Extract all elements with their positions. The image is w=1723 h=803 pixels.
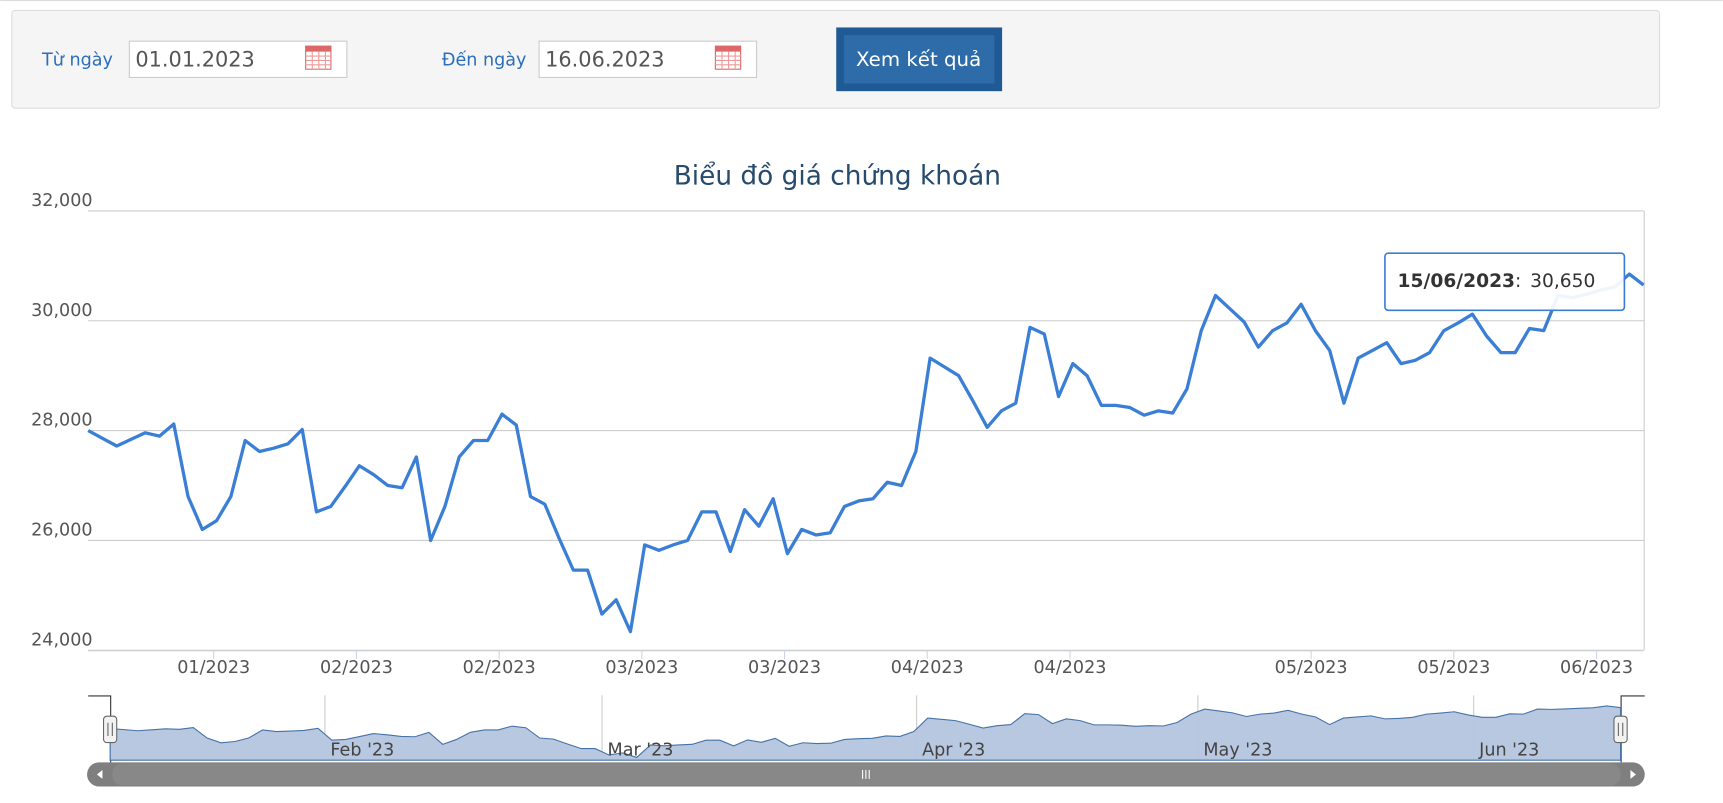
navigator-tick-label: Jun '23	[1478, 740, 1539, 760]
icon-head	[305, 46, 331, 52]
x-tick-label: 03/2023	[605, 658, 678, 678]
x-tick-label: 05/2023	[1417, 658, 1490, 678]
to-label: Đến ngày	[442, 49, 527, 70]
tooltip-box	[1384, 252, 1626, 312]
x-tick-label: 06/2023	[1560, 658, 1633, 678]
filter-panel	[11, 9, 1661, 109]
navigator-handle[interactable]	[1613, 715, 1628, 744]
y-tick-label: 30,000	[31, 301, 92, 321]
icon-grid	[305, 51, 331, 70]
from-value: 01.01.2023	[135, 47, 254, 71]
y-tick-label: 32,000	[31, 191, 92, 211]
tooltip-date: 15/06/2023	[1398, 271, 1515, 292]
navigator-tick-label: Apr '23	[922, 740, 985, 760]
navigator[interactable]: Feb '23 Mar '23 Apr '23 May '23 Jun '23	[87, 695, 1645, 787]
y-tick-label: 26,000	[31, 521, 92, 541]
navigator-tick-label: Mar '23	[608, 740, 674, 760]
plot: 24,000 26,000 28,000 30,000 32,000 01/2023 02/…	[31, 191, 1645, 678]
scroll-right-arrow	[1630, 770, 1636, 779]
x-tick-label: 04/2023	[891, 658, 964, 678]
navigator-tick-label: Feb '23	[330, 740, 394, 760]
calendar-icon[interactable]	[714, 45, 742, 70]
tooltip-text: 15/06/2023: 30,650	[1398, 271, 1596, 292]
navigator-area	[109, 705, 1622, 761]
button-label: Xem kết quả	[856, 48, 981, 71]
icon-head	[715, 46, 741, 52]
scroll-grip	[862, 770, 870, 779]
calendar-icon[interactable]	[305, 45, 332, 70]
x-tick-label: 02/2023	[320, 658, 393, 678]
button-face	[843, 35, 995, 84]
from-label: Từ ngày	[41, 50, 113, 70]
x-tick-label: 02/2023	[463, 658, 536, 678]
scroll-left-arrow	[96, 770, 103, 779]
x-tick-label: 04/2023	[1033, 658, 1106, 678]
y-tick-label: 28,000	[31, 411, 92, 431]
tooltip-value: 30,650	[1530, 271, 1595, 292]
navigator-handle[interactable]	[102, 715, 118, 744]
tooltip-separator: :	[1515, 271, 1521, 292]
handle-grip	[107, 722, 113, 736]
icon-grid	[715, 51, 741, 70]
price-line	[87, 272, 1645, 634]
navigator-tick-label: May '23	[1203, 740, 1272, 760]
chart-title: Biểu đồ giá chứng khoán	[674, 160, 1001, 191]
to-value: 16.06.2023	[545, 47, 664, 71]
x-tick-label: 03/2023	[748, 658, 821, 678]
handle-grip	[1617, 722, 1624, 736]
y-tick-label: 24,000	[31, 630, 92, 650]
x-tick-label: 05/2023	[1275, 658, 1348, 678]
x-tick-label: 01/2023	[177, 658, 250, 678]
tooltip: 15/06/2023: 30,650	[1384, 252, 1626, 312]
